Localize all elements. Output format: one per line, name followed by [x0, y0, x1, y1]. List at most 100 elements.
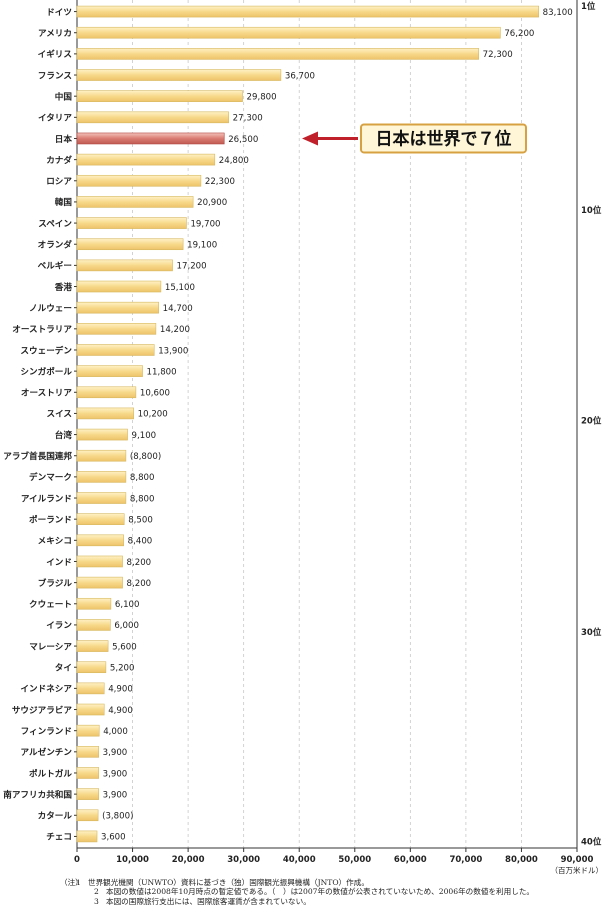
value-label: 26,500 [228, 135, 258, 145]
category-label: 韓国 [55, 196, 73, 208]
category-label: イラン [46, 620, 72, 631]
category-label: シンガポール [20, 365, 72, 377]
footnotes: （注）1 世界観光機関（UNWTO）資料に基づき（独）国際観光振興機構（JNTO）… [60, 878, 605, 906]
bar [76, 767, 99, 779]
bar [76, 344, 155, 356]
bar [76, 661, 107, 674]
value-label: 10,600 [140, 389, 170, 399]
bar [76, 5, 539, 18]
category-label: フィンランド [21, 726, 72, 737]
bar [76, 26, 501, 39]
value-label: 4,900 [108, 706, 133, 716]
value-label: 14,700 [163, 304, 193, 314]
category-label: イタリア [38, 112, 72, 124]
value-label: 19,700 [190, 219, 220, 229]
x-tick-label: 70,000 [449, 855, 482, 865]
x-tick-label: 20,000 [172, 855, 205, 865]
category-label: ブラジル [38, 577, 73, 589]
footnote-3: 3 本図の国際旅行支出には、国際旅客運賃が含まれていない。 [60, 897, 605, 906]
value-label: 6,100 [115, 600, 140, 610]
category-label: 南アフリカ共和国 [3, 788, 72, 800]
value-label: 5,200 [110, 664, 135, 674]
category-label: フランス [38, 70, 72, 81]
callout-arrow-head [302, 131, 318, 146]
value-label: 13,900 [158, 346, 188, 356]
value-label: 5,600 [112, 642, 137, 652]
bar [76, 746, 99, 758]
bar [76, 301, 159, 314]
x-tick-label: 40,000 [283, 855, 316, 865]
category-label: スイス [46, 409, 72, 420]
footnote-prefix: （注） [60, 878, 83, 887]
value-label: 11,800 [147, 367, 177, 377]
value-label: 8,500 [128, 515, 153, 525]
value-label: 3,900 [103, 769, 128, 779]
bar [76, 788, 99, 800]
bar [76, 682, 105, 695]
bar [76, 492, 127, 504]
value-label: 76,200 [504, 29, 534, 39]
x-tick-label: 90,000 [561, 855, 594, 865]
bar [76, 238, 184, 251]
value-label: 3,900 [103, 748, 128, 758]
chart: 0 10,000 20,000 30,000 40,000 50,000 60,000 70,… [3, 0, 603, 875]
bar [76, 90, 243, 102]
category-label: ポーランド [29, 513, 72, 525]
footnote-text: 本図の国際旅行支出には、国際旅客運賃が含まれていない。 [106, 896, 311, 906]
category-label: イギリス [38, 48, 72, 60]
value-label: 36,700 [285, 71, 315, 81]
footnote-2: 2 本図の数値は2008年10月時点の暫定値である。（ ）は2007年の数値が公表… [60, 887, 605, 896]
bar [76, 640, 109, 652]
category-label: アラブ首長国連邦 [3, 450, 72, 462]
category-label: インド [46, 557, 72, 568]
rank-marker: 10位 [581, 205, 602, 216]
bar [76, 471, 127, 483]
bar [76, 513, 125, 525]
bar [76, 428, 128, 441]
x-tick-label: 10,000 [116, 855, 149, 865]
x-tick-label: 60,000 [394, 855, 427, 865]
footnote-1: （注）1 世界観光機関（UNWTO）資料に基づき（独）国際観光振興機構（JNTO）… [60, 878, 605, 887]
category-label: 中国 [55, 90, 73, 102]
category-label: アメリカ [38, 28, 72, 39]
x-tick-label: 0 [74, 855, 80, 865]
category-label: アルゼンチン [21, 746, 73, 758]
category-label: カタール [38, 810, 73, 822]
category-label: 香港 [54, 281, 73, 293]
category-label: サウジアラビア [12, 704, 73, 716]
category-label: チェコ [46, 832, 72, 843]
rank-marker: 30位 [581, 627, 602, 638]
bar [76, 407, 134, 420]
bar [76, 217, 187, 229]
rank-marker: 20位 [581, 415, 602, 426]
bar [76, 174, 202, 187]
bar [76, 153, 216, 166]
category-label: ベルギー [38, 260, 72, 272]
bar [76, 534, 124, 547]
x-tick-label: 50,000 [338, 855, 371, 865]
category-label: スウェーデン [20, 344, 72, 356]
value-label: 83,100 [543, 8, 573, 18]
category-label: マレーシア [29, 641, 72, 652]
bar [76, 809, 99, 822]
x-tick-label: 30,000 [227, 855, 260, 865]
bar [76, 196, 194, 208]
category-label: アイルランド [21, 493, 72, 504]
bar [76, 323, 157, 335]
bar [76, 703, 105, 716]
callout-box [360, 123, 527, 154]
bar [76, 111, 229, 124]
value-label: (3,800) [102, 812, 133, 822]
value-label: 29,800 [247, 92, 277, 102]
value-label: 8,800 [130, 494, 155, 504]
rank-marker: 1位 [581, 1, 596, 12]
bar [76, 259, 173, 272]
category-label: クウェート [29, 599, 72, 610]
value-label: 24,800 [219, 156, 249, 166]
footnote-number: 3 [94, 896, 99, 906]
bar [76, 69, 282, 81]
value-label: 8,400 [128, 537, 153, 547]
bar [76, 280, 162, 293]
bar [76, 830, 98, 843]
value-label: 8,200 [127, 558, 152, 568]
